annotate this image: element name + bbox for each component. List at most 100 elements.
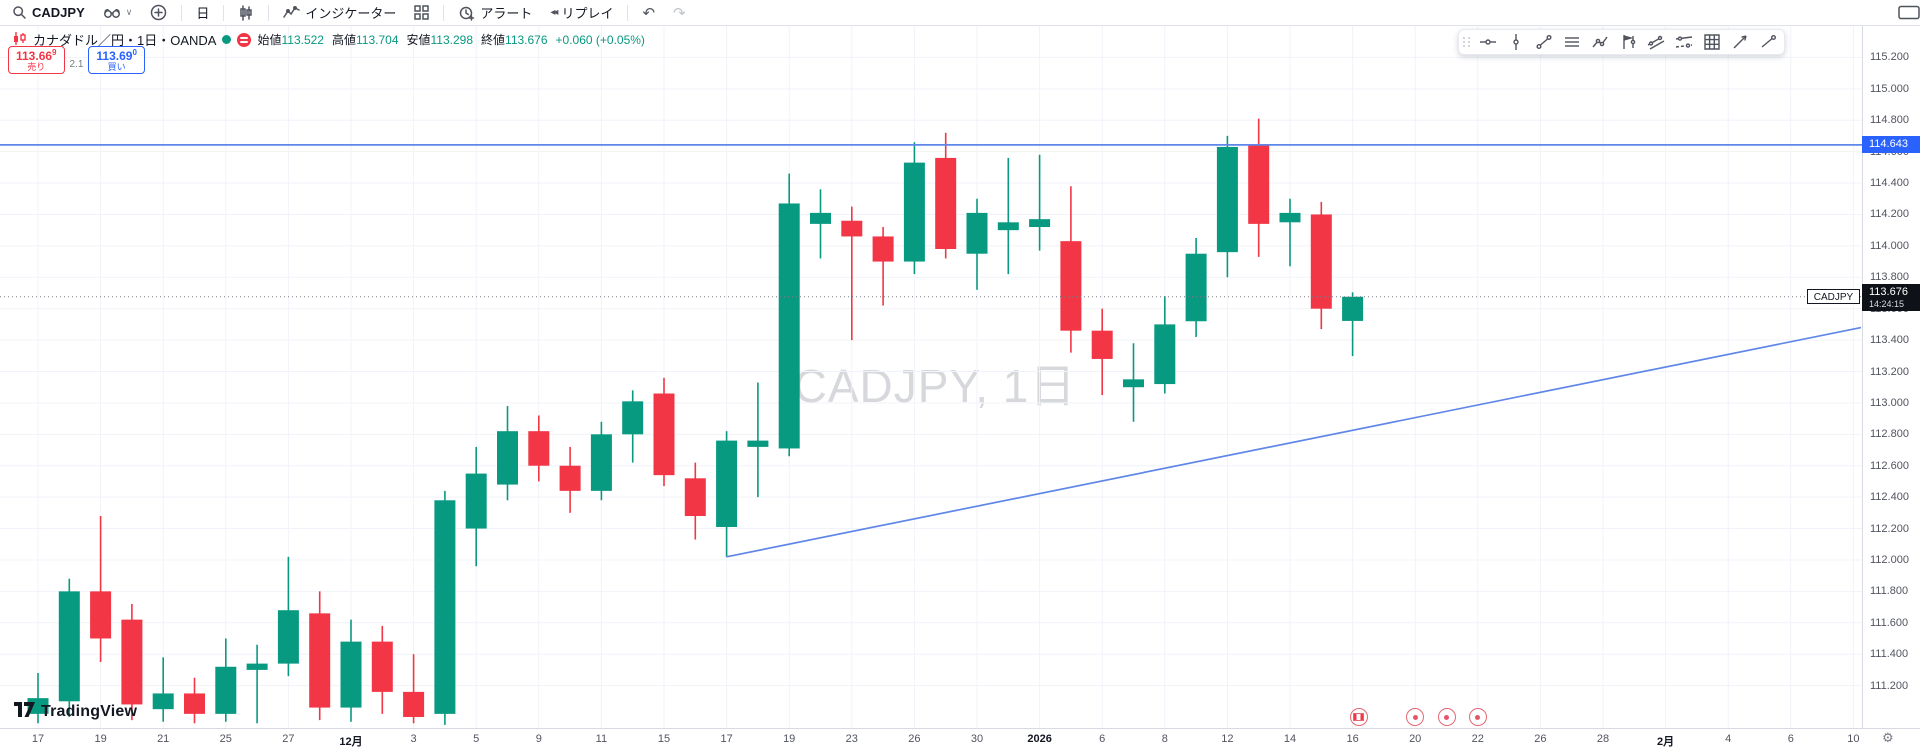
candlestick-chart[interactable] — [0, 26, 1862, 728]
current-price-value: 113.676 — [1869, 285, 1908, 298]
price-tick: 114.000 — [1870, 239, 1909, 252]
panel-rectangle-icon — [1898, 5, 1920, 20]
price-tick: 112.000 — [1870, 553, 1909, 566]
symbol-name: CADJPY — [32, 5, 85, 20]
economic-event-dot-icon[interactable] — [1468, 708, 1487, 726]
time-axis[interactable]: 17 19 21 25 27 12月 3 5 9 11 15 17 19 23 26 30 2026 6 8 12 14… — [0, 728, 1920, 751]
replay-label: リプレイ — [561, 6, 614, 21]
time-tick: 25 — [219, 733, 232, 745]
time-tick: 12 — [1221, 733, 1234, 745]
flag-mark-tool[interactable] — [1616, 32, 1640, 52]
toolbar-separator — [627, 4, 629, 21]
axis-settings-gear[interactable]: ⚙ — [1882, 730, 1894, 745]
alert-button[interactable]: アラート — [454, 1, 536, 24]
economic-event-dot-icon[interactable] — [1406, 708, 1425, 726]
undo-icon: ↶ — [642, 4, 656, 22]
top-toolbar: CADJPY ∨ 日 インジケーター — [0, 0, 1920, 26]
buy-label: 買い — [107, 61, 126, 72]
oanda-badge-icon — [237, 32, 252, 47]
redo-button[interactable]: ↷ — [669, 2, 690, 24]
price-tick: 112.600 — [1870, 459, 1909, 472]
alert-label: アラート — [480, 6, 533, 21]
price-tick: 115.200 — [1870, 51, 1909, 64]
time-tick: 9 — [535, 733, 542, 745]
parallel-channel-tool[interactable] — [1644, 32, 1668, 52]
time-tick: 17 — [31, 733, 45, 745]
disjoint-channel-tool[interactable] — [1672, 32, 1696, 52]
close-label: 終値 — [481, 33, 506, 47]
interval-label: 日 — [196, 6, 210, 21]
economic-event-flag-icon[interactable] — [1349, 708, 1368, 726]
alarm-clock-icon — [458, 5, 475, 21]
indicators-label: インジケーター — [305, 6, 397, 21]
price-tick: 113.000 — [1870, 396, 1909, 409]
vertical-line-tool[interactable] — [1504, 32, 1528, 52]
drag-handle[interactable] — [1463, 37, 1471, 47]
chevron-down-icon: ∨ — [125, 7, 133, 17]
drawing-toolbar — [1458, 29, 1785, 55]
price-axis[interactable]: 115.200115.000114.800114.600114.400114.2… — [1862, 26, 1920, 728]
time-tick: 23 — [845, 733, 858, 745]
trend-line-tool[interactable] — [1532, 32, 1556, 52]
ohlc-values: 始値113.522 高値113.704 安値113.298 終値113.676 … — [257, 31, 644, 48]
trade-panel: 113.669 売り 2.1 113.690 買い — [8, 46, 145, 75]
time-tick: 16 — [1346, 733, 1359, 745]
arrow-tool[interactable] — [1728, 32, 1752, 52]
account-mask-button[interactable]: ∨ — [99, 4, 137, 22]
compare-add-button[interactable] — [146, 2, 171, 23]
time-tick: 30 — [970, 733, 984, 745]
chart-legend: カナダドル／円・1日・OANDA 始値113.522 高値113.704 安値1… — [12, 30, 645, 49]
tradingview-logo[interactable]: TradingView — [14, 702, 137, 722]
price-tick: 113.200 — [1870, 365, 1909, 378]
open-value: 113.522 — [281, 33, 324, 47]
price-tick: 113.800 — [1870, 271, 1909, 284]
price-tick: 111.800 — [1870, 585, 1909, 598]
hline-price-label[interactable]: 114.643 — [1862, 136, 1920, 154]
time-tick: 28 — [1596, 733, 1610, 745]
goggles-icon — [103, 6, 121, 20]
undo-button[interactable]: ↶ — [638, 2, 659, 24]
horizontal-line-tool[interactable] — [1476, 32, 1500, 52]
change-value: +0.060 (+0.05%) — [555, 32, 645, 47]
time-tick: 20 — [1409, 733, 1422, 745]
time-tick: 22 — [1471, 733, 1484, 745]
time-tick: 27 — [282, 733, 295, 745]
price-tick: 114.200 — [1870, 208, 1909, 221]
indicators-button[interactable]: インジケーター — [279, 1, 400, 24]
buy-button[interactable]: 113.690 買い — [88, 46, 145, 75]
panel-toggle-button[interactable] — [1894, 3, 1920, 22]
countdown-timer: 14:24:15 — [1869, 298, 1905, 309]
sell-price-sup: 9 — [52, 48, 57, 57]
time-tick: 11 — [595, 733, 608, 745]
time-tick: 19 — [94, 733, 107, 745]
time-tick: 8 — [1161, 733, 1168, 745]
time-tick: 2月 — [1657, 736, 1675, 748]
price-tick: 115.000 — [1870, 82, 1909, 95]
sell-button[interactable]: 113.669 売り — [8, 46, 65, 75]
candles-icon — [238, 4, 254, 21]
economic-event-dot-icon[interactable] — [1437, 708, 1456, 726]
time-tick: 6 — [1787, 733, 1794, 745]
rewind-icon: ◂◂ — [550, 7, 558, 18]
spread-value: 2.1 — [69, 59, 84, 71]
price-tick: 114.400 — [1870, 177, 1909, 190]
time-tick: 5 — [473, 733, 480, 745]
buy-price-sup: 0 — [132, 48, 137, 57]
fib-grid-tool[interactable] — [1700, 32, 1724, 52]
price-tick: 112.800 — [1870, 428, 1909, 441]
symbol-search-button[interactable]: CADJPY — [8, 3, 89, 22]
line-segment-tool[interactable] — [1756, 32, 1780, 52]
low-value: 113.298 — [430, 33, 474, 47]
chart-style-button[interactable] — [234, 3, 258, 23]
indicators-icon — [283, 5, 301, 20]
price-tick: 111.600 — [1870, 616, 1909, 629]
path-tool[interactable] — [1588, 32, 1612, 52]
time-tick: 12月 — [339, 736, 363, 748]
symbol-title[interactable]: カナダドル／円・1日・OANDA — [33, 33, 217, 48]
layout-grid-button[interactable] — [410, 3, 433, 22]
interval-button[interactable]: 日 — [192, 1, 213, 24]
parallel-lines-tool[interactable] — [1560, 32, 1584, 52]
sell-label: 売り — [27, 61, 46, 72]
replay-button[interactable]: ◂◂ リプレイ — [546, 1, 617, 24]
symbol-price-tag: CADJPY — [1807, 288, 1860, 304]
